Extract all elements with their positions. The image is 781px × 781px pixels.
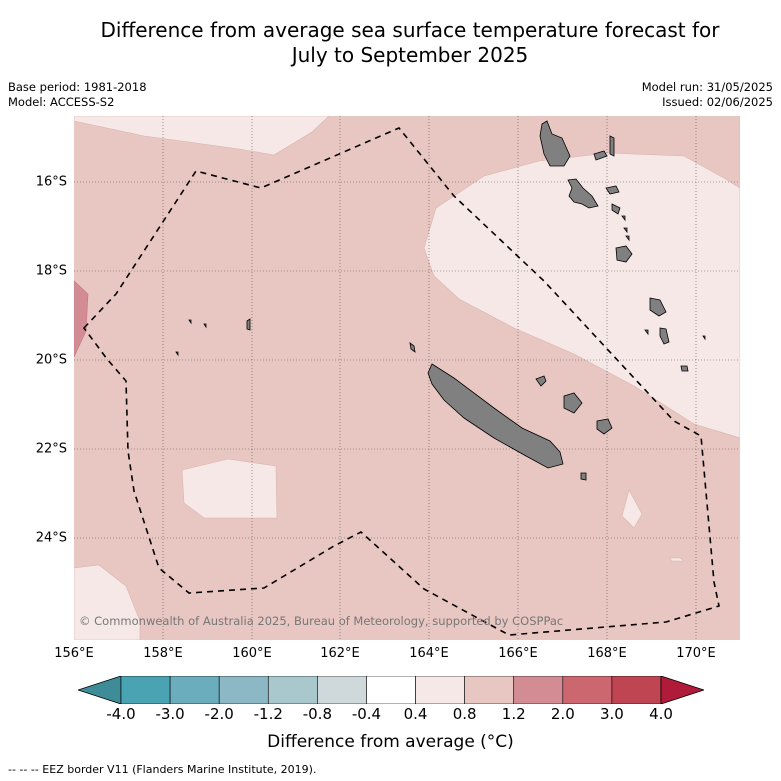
colorbar-segment (169, 676, 220, 704)
colorbar-segment (415, 676, 465, 704)
colorbar (78, 676, 704, 704)
small-reef (203, 323, 207, 329)
efate-island (615, 245, 633, 263)
walpole-island (580, 472, 587, 481)
lon-label-156e: 156°E (54, 646, 94, 661)
ouvea-island (535, 375, 547, 387)
lifou-island (563, 392, 583, 414)
landmasses (175, 120, 706, 481)
title-line-2: July to September 2025 (291, 43, 529, 67)
espiritu-santo (539, 120, 571, 167)
small-reef-2 (175, 351, 179, 357)
colorbar-segment (317, 676, 367, 704)
anomaly-fill-0.4-0.8-southwest (181, 458, 278, 519)
lon-label-162e: 162°E (320, 646, 360, 661)
new-caledonia (427, 363, 564, 469)
anomaly-fill-0.4-0.8-corner (74, 564, 141, 640)
lon-label-160e: 160°E (232, 646, 272, 661)
colorbar-tick-label: -0.4 (351, 705, 382, 723)
lat-label-20s: 20°S (35, 352, 67, 368)
colorbar-segment (464, 676, 515, 704)
matthew-island (702, 335, 706, 341)
malo-island (593, 150, 608, 161)
colorbar-extend-low (78, 676, 122, 704)
hunter-island (644, 329, 649, 336)
lon-label-164e: 164°E (409, 646, 449, 661)
anomaly-fill-0.4-0.8-north (74, 116, 330, 156)
lat-label-22s: 22°S (35, 441, 67, 457)
copyright-notice: © Commonwealth of Australia 2025, Bureau… (79, 614, 564, 628)
eez-border (82, 127, 720, 636)
colorbar-segment (218, 676, 269, 704)
sst-anomaly-map (74, 116, 740, 640)
belep-islands (409, 342, 416, 353)
aneityum-island (680, 365, 689, 372)
lon-label-166e: 166°E (498, 646, 538, 661)
issued-date: Issued: 02/06/2025 (662, 95, 773, 109)
lon-label-170e: 170°E (676, 646, 716, 661)
colorbar-tick-label: -1.2 (253, 705, 283, 723)
small-islets (621, 215, 626, 222)
chesterfield-island (246, 318, 251, 331)
erromango-island (649, 297, 667, 317)
colorbar-tick-label: -2.0 (204, 705, 234, 723)
lat-label-24s: 24°S (35, 530, 67, 546)
eez-footnote: -- -- -- EEZ border V11 (Flanders Marine… (8, 763, 317, 776)
epi-islands (611, 203, 621, 215)
pentecost-island (609, 135, 615, 157)
colorbar-tick-label: 0.4 (403, 705, 428, 723)
small-islets-2 (623, 227, 628, 234)
lat-label-16s: 16°S (35, 174, 67, 190)
base-period: Base period: 1981-2018 (8, 80, 147, 94)
colorbar-segment (611, 676, 662, 704)
tanna-island (659, 327, 670, 345)
malakula-island (567, 178, 599, 209)
lat-label-18s: 18°S (35, 263, 67, 279)
small-islets-3 (625, 235, 630, 242)
lon-label-168e: 168°E (587, 646, 627, 661)
graticule (74, 116, 740, 640)
colorbar-segment (366, 676, 416, 704)
colorbar-segment (120, 676, 171, 704)
meta-right: Model run: 31/05/2025 Issued: 02/06/2025 (642, 80, 773, 110)
colorbar-tick-label: 0.8 (452, 705, 477, 723)
title-line-1: Difference from average sea surface temp… (100, 18, 720, 42)
colorbar-tick-label: -4.0 (106, 705, 136, 723)
ambrym-island (605, 185, 620, 195)
model-run: Model run: 31/05/2025 (641, 80, 773, 94)
colorbar-segment (267, 676, 318, 704)
colorbar-title: Difference from average (°C) (267, 732, 514, 752)
colorbar-tick-label: -0.8 (302, 705, 332, 723)
mare-island (596, 418, 613, 435)
colorbar-extend-high (660, 676, 704, 704)
colorbar-tick-label: 3.0 (599, 705, 624, 723)
bellona-reef (188, 319, 192, 325)
colorbar-segment (513, 676, 564, 704)
map-title: Difference from average sea surface temp… (40, 18, 780, 68)
colorbar-tick-label: -3.0 (155, 705, 185, 723)
model-name: Model: ACCESS-S2 (8, 95, 115, 109)
anomaly-fill-1.2-2.0 (74, 280, 89, 358)
colorbar-tick-label: 4.0 (649, 705, 673, 723)
colorbar-tick-label: 1.2 (501, 705, 526, 723)
meta-left: Base period: 1981-2018 Model: ACCESS-S2 (8, 80, 147, 110)
colorbar-tick-label: 2.0 (550, 705, 575, 723)
lon-label-158e: 158°E (143, 646, 183, 661)
anomaly-fill-0.4-0.8-small (621, 489, 643, 529)
colorbar-segment (562, 676, 613, 704)
anomaly-fill-0.4-0.8-speck (669, 557, 685, 562)
